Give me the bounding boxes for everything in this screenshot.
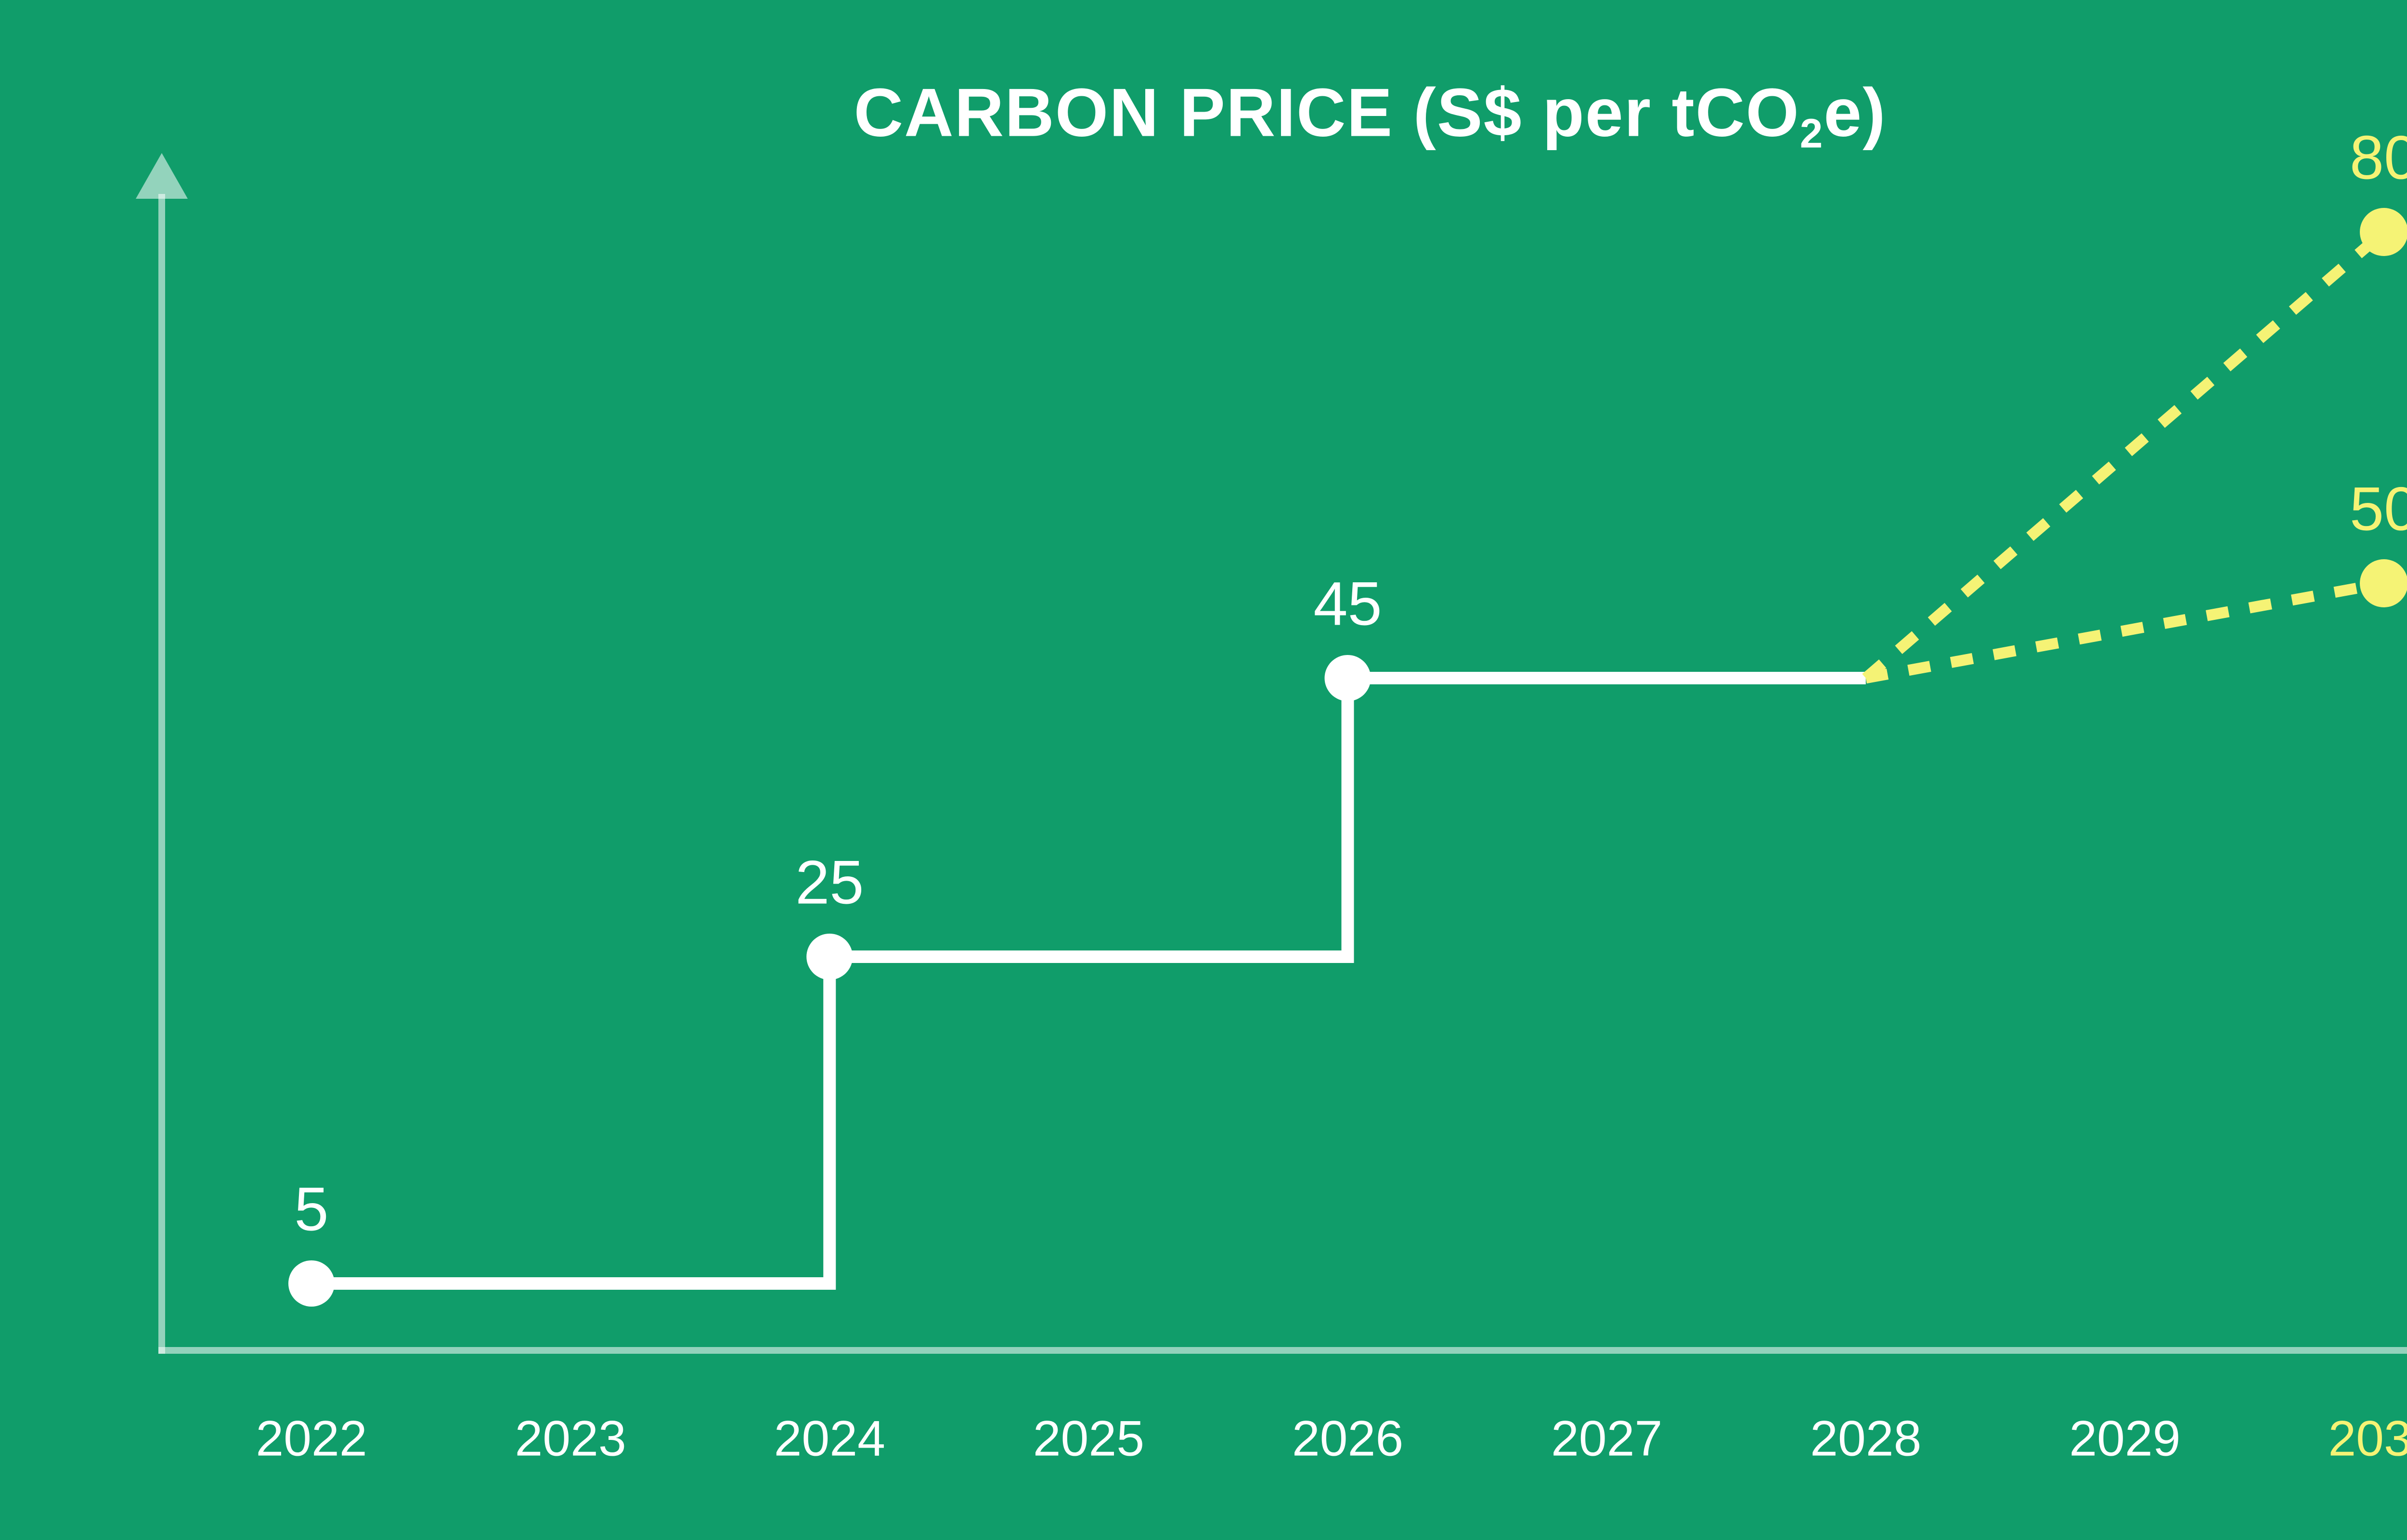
- x-tick-2022: 2022: [256, 1411, 367, 1467]
- point-label-5: 5: [294, 1175, 329, 1244]
- projection-high-line: [1862, 228, 2388, 682]
- chart-title-subscript: 2: [1799, 111, 1824, 157]
- projection-high-point: [2360, 208, 2407, 256]
- projection-low-line: [1864, 578, 2385, 684]
- chart-title-main: CARBON PRICE (S$ per tCO: [854, 74, 1800, 151]
- point-label-80: 80: [2349, 123, 2407, 192]
- point-label-45: 45: [1313, 569, 1382, 639]
- chart-title: CARBON PRICE (S$ per tCO2e): [0, 74, 2407, 158]
- data-point-2022: [288, 1260, 335, 1307]
- data-point-2026: [1324, 655, 1371, 701]
- point-label-50: 50: [2349, 475, 2407, 544]
- y-axis-arrow-icon: [136, 153, 188, 199]
- x-tick-2024: 2024: [774, 1411, 885, 1467]
- data-point-2024: [806, 934, 853, 980]
- chart-title-end: e): [1824, 74, 1887, 151]
- price-step-line: [311, 672, 1866, 1290]
- projection-low-point: [2360, 559, 2407, 607]
- x-tick-2029: 2029: [2069, 1411, 2181, 1467]
- x-tick-2030: 2030: [2328, 1411, 2407, 1467]
- x-tick-2027: 2027: [1551, 1411, 1663, 1467]
- x-tick-2026: 2026: [1292, 1411, 1404, 1467]
- x-tick-2025: 2025: [1033, 1411, 1145, 1467]
- x-tick-2023: 2023: [515, 1411, 626, 1467]
- x-tick-2028: 2028: [1810, 1411, 1922, 1467]
- point-label-25: 25: [795, 848, 864, 917]
